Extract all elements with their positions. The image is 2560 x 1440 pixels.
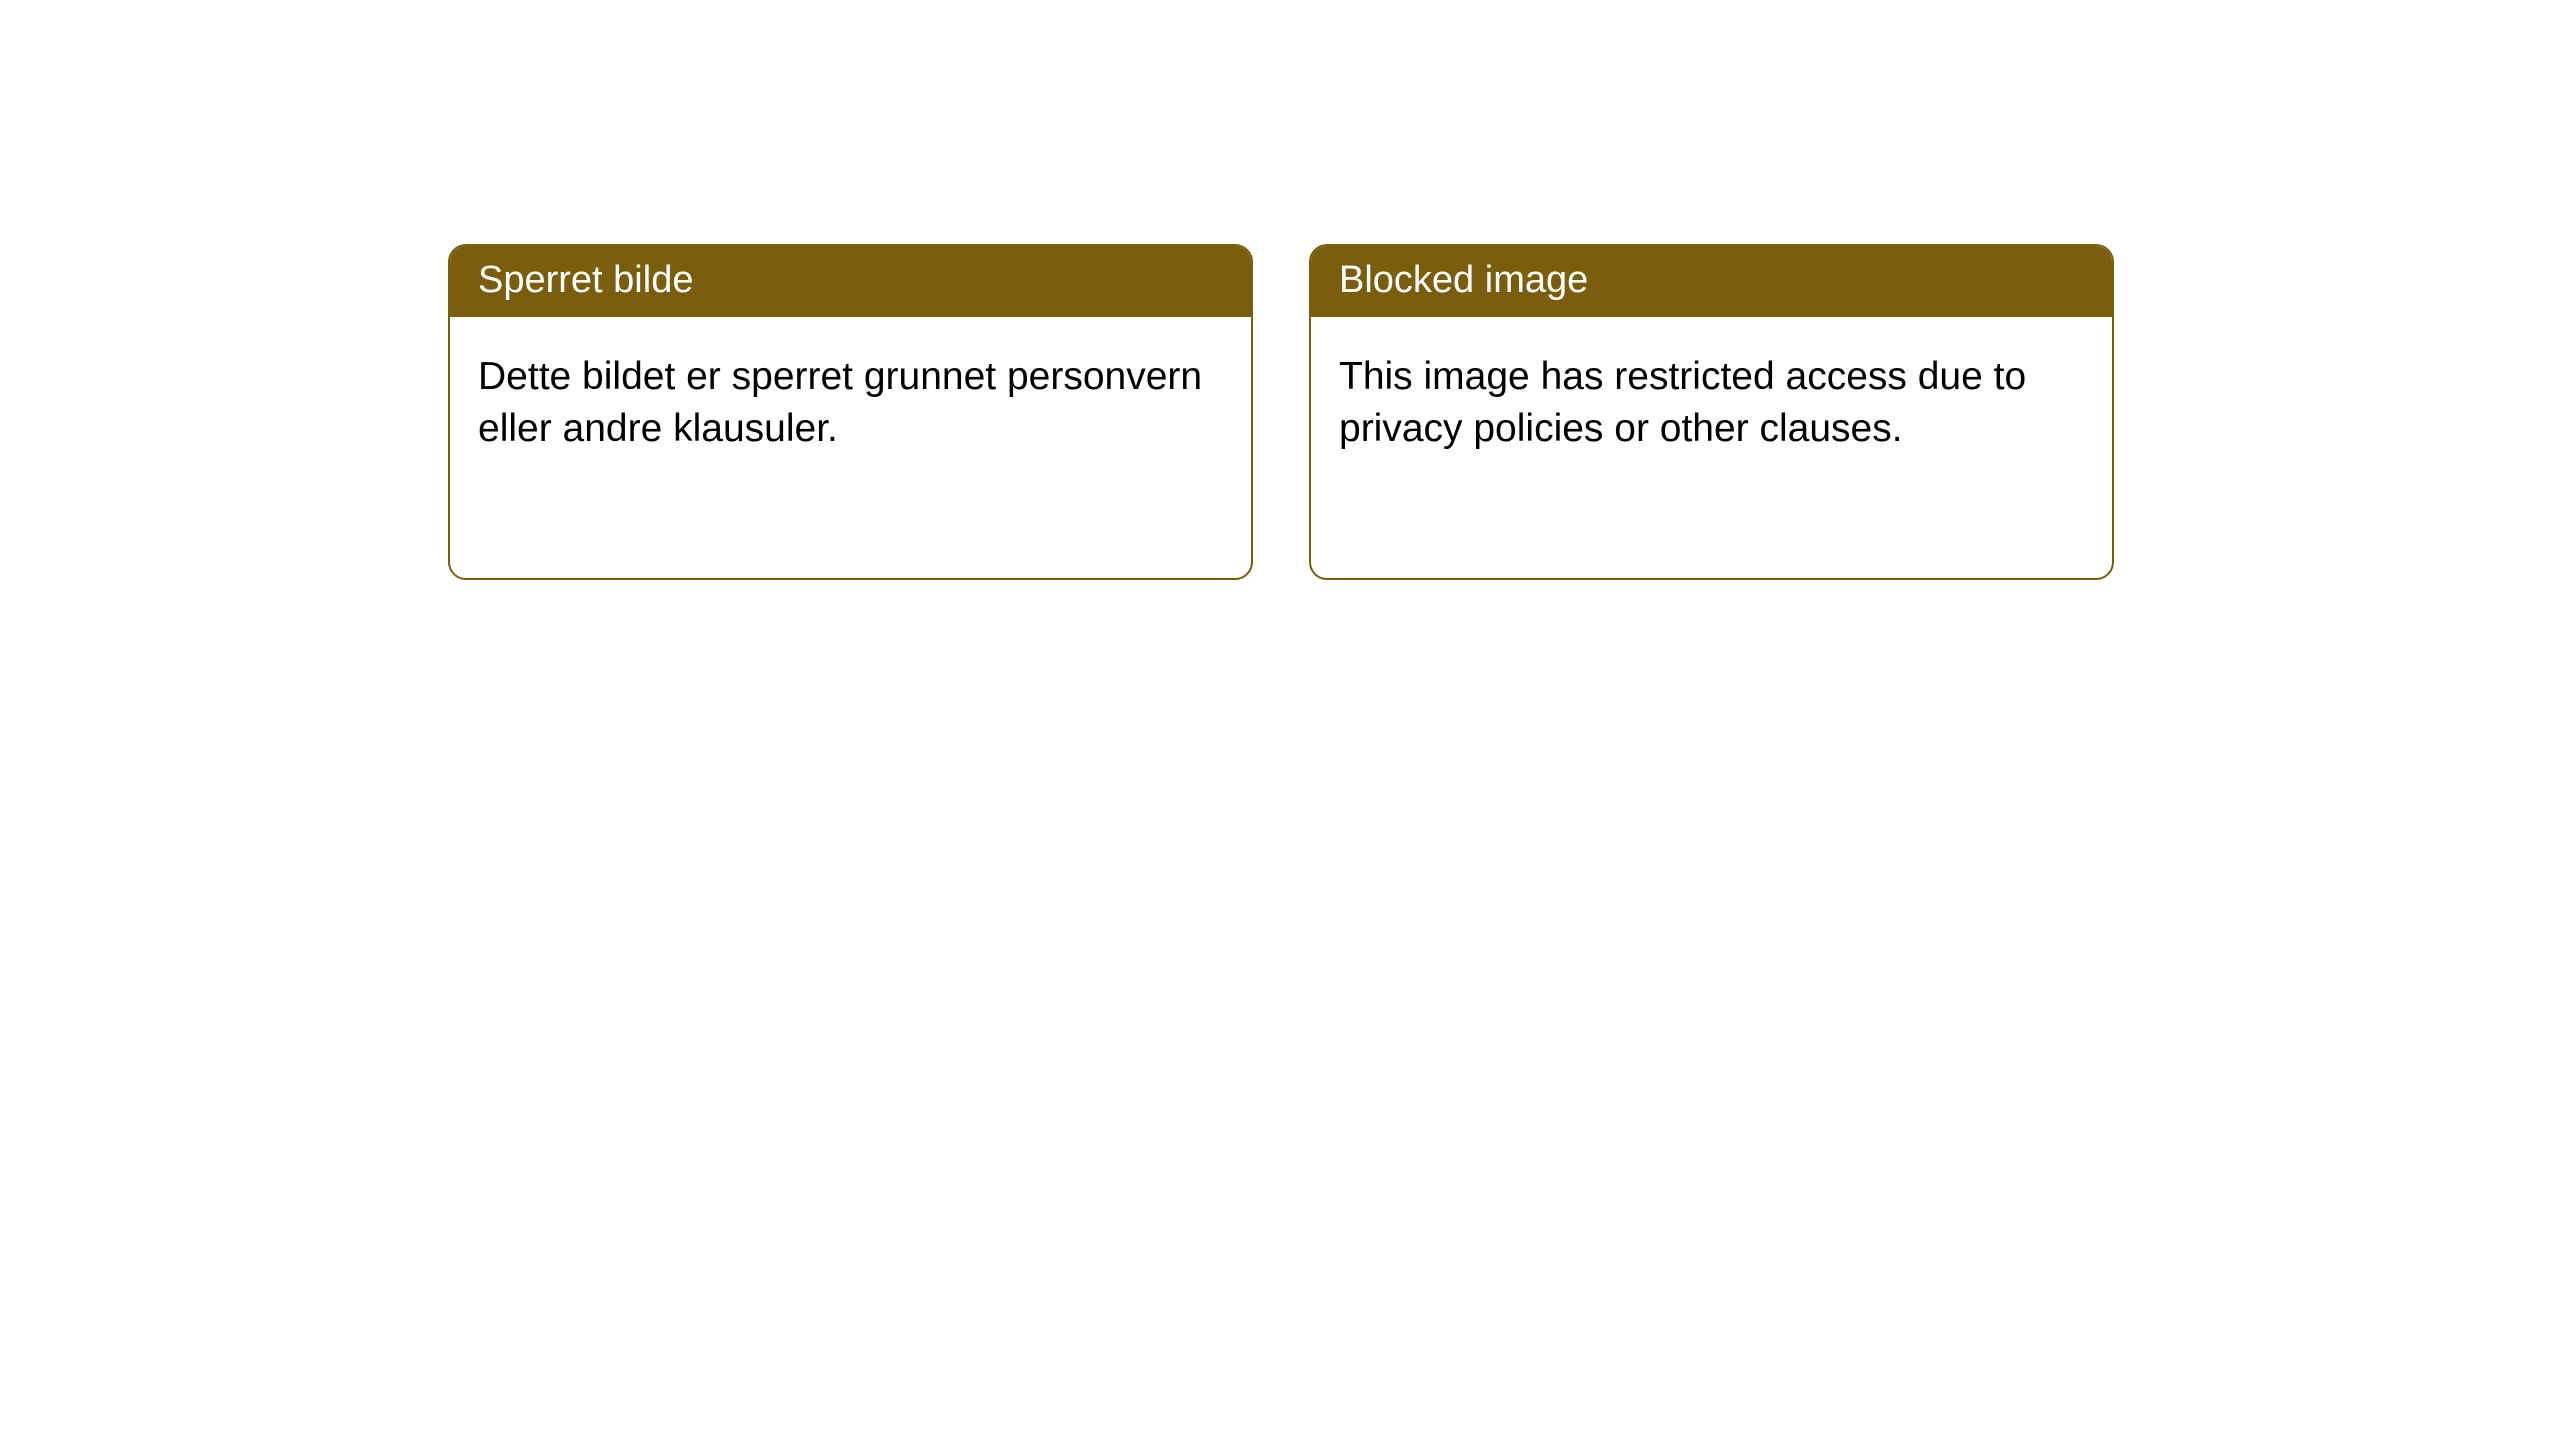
notice-container: Sperret bilde Dette bildet er sperret gr…	[0, 0, 2560, 580]
card-header-english: Blocked image	[1311, 246, 2112, 317]
notice-card-norwegian: Sperret bilde Dette bildet er sperret gr…	[448, 244, 1253, 580]
card-body-english: This image has restricted access due to …	[1311, 317, 2112, 488]
card-header-norwegian: Sperret bilde	[450, 246, 1251, 317]
notice-card-english: Blocked image This image has restricted …	[1309, 244, 2114, 580]
card-body-norwegian: Dette bildet er sperret grunnet personve…	[450, 317, 1251, 488]
